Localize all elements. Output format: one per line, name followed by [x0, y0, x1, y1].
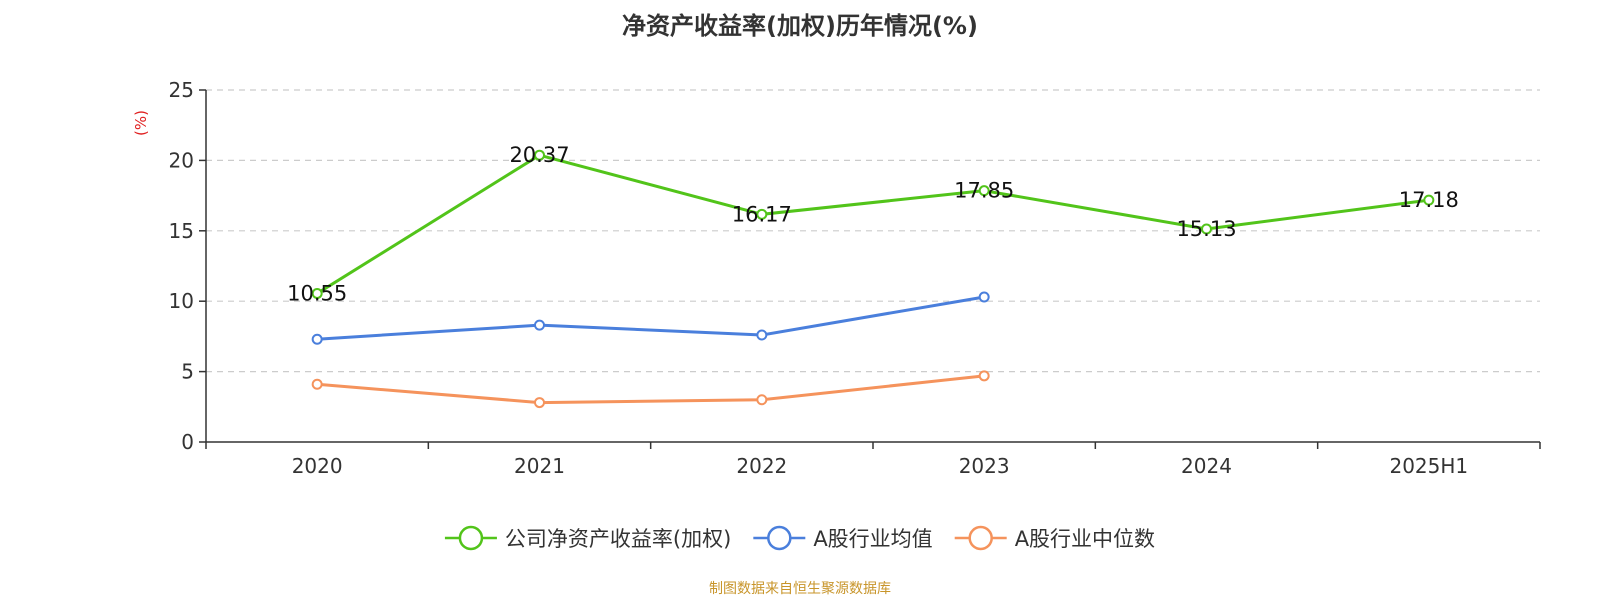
- x-tick-label: 2023: [959, 454, 1010, 478]
- legend-marker: [458, 525, 484, 551]
- legend-label: 公司净资产收益率(加权): [505, 527, 731, 551]
- data-label: 17.85: [954, 179, 1014, 203]
- chart-title: 净资产收益率(加权)历年情况(%): [622, 12, 978, 40]
- series-line: [317, 374, 985, 405]
- x-tick-label: 2024: [1181, 454, 1232, 478]
- data-label: 10.55: [287, 281, 347, 305]
- data-label: 15.13: [1176, 217, 1236, 241]
- data-point: [534, 397, 545, 409]
- data-label: 17.18: [1399, 188, 1459, 212]
- x-tick-label: 2020: [292, 454, 343, 478]
- data-point: [756, 329, 768, 341]
- data-label: 20.37: [509, 143, 569, 167]
- data-point: [978, 291, 990, 303]
- axes: 0 5 10 15 20 25 2020 2021 2022 2023 2024 2025H1: [169, 78, 1541, 478]
- data-point: [311, 378, 323, 390]
- y-tick-label: 15: [169, 219, 194, 243]
- source-note: 制图数据来自恒生聚源数据库: [709, 581, 891, 597]
- data-point: [1423, 194, 1435, 206]
- legend: 公司净资产收益率(加权) A股行业均值 A股行业中位数: [444, 525, 1155, 551]
- x-tick-label: 2025H1: [1389, 454, 1468, 478]
- legend-item: A股行业均值: [753, 525, 933, 551]
- data-point: [978, 185, 990, 197]
- gridlines: [206, 89, 1540, 373]
- legend-marker: [968, 525, 993, 551]
- y-axis-unit-label: (%): [132, 110, 150, 136]
- series-lines: [311, 149, 1435, 409]
- legend-label: A股行业中位数: [1015, 527, 1155, 551]
- legend-item: A股行业中位数: [954, 525, 1155, 551]
- y-tick-label: 20: [169, 148, 194, 172]
- y-tick-label: 10: [169, 289, 194, 313]
- legend-item: 公司净资产收益率(加权): [444, 525, 731, 551]
- data-point: [311, 287, 323, 299]
- data-point: [756, 208, 768, 220]
- x-tick-label: 2021: [514, 454, 565, 478]
- series-line: [317, 295, 985, 341]
- data-label: 16.17: [732, 202, 792, 226]
- series-line: [316, 153, 1430, 295]
- data-point: [534, 319, 545, 331]
- data-point: [534, 149, 545, 161]
- data-point: [311, 333, 323, 345]
- x-tick-label: 2022: [736, 454, 787, 478]
- legend-marker: [767, 525, 792, 551]
- y-tick-label: 25: [169, 78, 194, 102]
- data-labels: 10.55 20.37 16.17 17.85 15.13 17.18: [287, 143, 1459, 305]
- y-tick-label: 5: [181, 360, 194, 384]
- data-point: [1201, 223, 1212, 235]
- data-point: [978, 370, 990, 382]
- legend-label: A股行业均值: [813, 527, 932, 551]
- data-point: [756, 394, 768, 406]
- y-tick-label: 0: [181, 430, 194, 454]
